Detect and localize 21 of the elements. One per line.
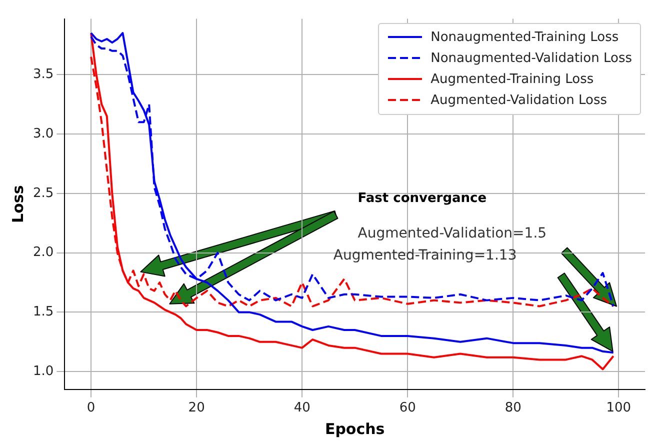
y-tick-label: 1.5: [32, 304, 54, 320]
x-tick-label: 100: [606, 400, 632, 416]
y-axis-title: Loss: [8, 185, 27, 223]
y-tick-label: 3.0: [32, 126, 54, 142]
annotation: Augmented-Training=1.13: [333, 248, 517, 264]
y-tick-label: 2.5: [32, 186, 54, 201]
y-tick-label: 1.0: [32, 364, 54, 379]
annotation: Fast convergance: [358, 190, 487, 206]
legend-label: Augmented-Validation Loss: [430, 92, 607, 108]
annotation: Augmented-Validation=1.5: [358, 225, 547, 242]
x-tick-label: 40: [294, 400, 310, 416]
y-tick-label: 3.5: [32, 67, 54, 82]
legend-label: Augmented-Training Loss: [430, 72, 594, 87]
x-tick-label: 60: [399, 400, 416, 416]
y-tick-label: 2.0: [32, 245, 54, 260]
x-tick-label: 0: [86, 400, 96, 416]
x-tick-label: 80: [504, 400, 522, 416]
legend-label: Nonaugmented-Training Loss: [430, 30, 619, 45]
legend-label: Nonaugmented-Validation Loss: [430, 50, 632, 66]
x-axis-title: Epochs: [324, 420, 385, 438]
x-tick-label: 20: [188, 400, 205, 416]
